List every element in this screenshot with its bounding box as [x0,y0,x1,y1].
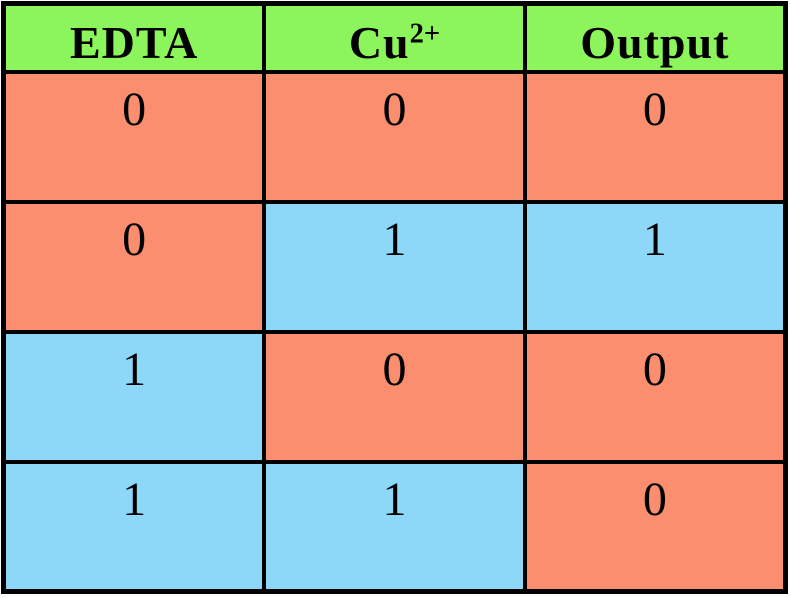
table-cell: 1 [262,459,527,594]
table-cell: 0 [1,70,267,204]
table-cell: 0 [1,199,267,334]
column-header-edta: EDTA [1,1,267,74]
table-cell: 1 [262,199,527,334]
table-row: 0 1 1 [1,199,788,334]
column-header-cu-label: Cu [348,17,410,68]
table-cell: 1 [1,459,267,594]
table-cell: 0 [522,70,788,204]
table-cell: 0 [522,459,788,594]
table-cell: 0 [262,70,527,204]
table-row: 1 1 0 [1,459,788,594]
table-cell: 0 [522,329,788,464]
table-row: 0 0 0 [1,70,788,204]
table-row: 1 0 0 [1,329,788,464]
column-header-output: Output [522,1,788,74]
table-cell: 0 [262,329,527,464]
column-header-cu-superscript: 2+ [409,18,441,50]
truth-table-body: 0 0 0 0 1 1 1 0 0 1 1 0 [1,70,788,594]
column-header-output-label: Output [580,17,730,68]
truth-table-header: EDTA Cu2+ Output [1,1,788,74]
table-cell: 1 [522,199,788,334]
table-cell: 1 [1,329,267,464]
header-row: EDTA Cu2+ Output [1,1,788,74]
column-header-cu: Cu2+ [262,1,527,74]
column-header-edta-label: EDTA [69,17,199,68]
